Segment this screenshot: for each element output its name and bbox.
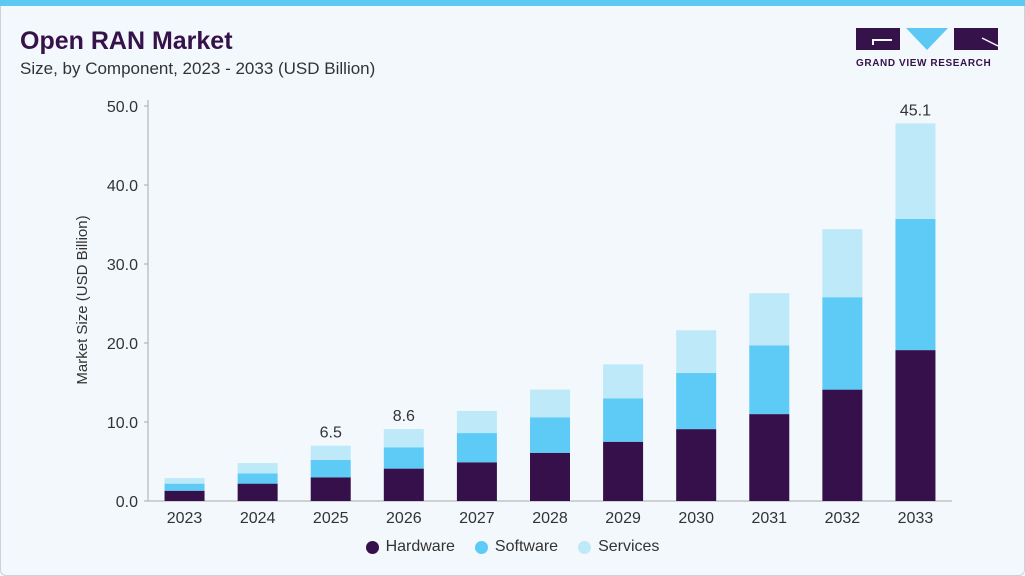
bar-services-2032 bbox=[822, 229, 863, 298]
bar-software-2029 bbox=[603, 398, 644, 442]
bar-services-2025 bbox=[310, 445, 351, 460]
y-tick-label: 30.0 bbox=[107, 257, 138, 274]
bar-hardware-2032 bbox=[822, 389, 863, 501]
bar-software-2031 bbox=[749, 345, 790, 415]
x-tick-label: 2033 bbox=[898, 510, 934, 527]
y-tick-label: 20.0 bbox=[107, 336, 138, 353]
bar-services-2029 bbox=[603, 364, 644, 399]
bar-services-2031 bbox=[749, 293, 790, 346]
bar-software-2026 bbox=[383, 447, 424, 469]
y-tick-label: 50.0 bbox=[107, 99, 138, 116]
bar-software-2027 bbox=[456, 433, 497, 463]
bar-services-2024 bbox=[237, 463, 278, 474]
bar-services-2027 bbox=[456, 410, 497, 434]
bar-hardware-2023 bbox=[164, 490, 205, 501]
bar-services-2023 bbox=[164, 478, 205, 484]
y-tick-label: 10.0 bbox=[107, 415, 138, 432]
bar-services-2026 bbox=[383, 429, 424, 448]
x-tick-label: 2031 bbox=[751, 510, 787, 527]
bar-hardware-2033 bbox=[895, 350, 936, 501]
legend-label: Services bbox=[598, 538, 660, 555]
x-tick-label: 2030 bbox=[678, 510, 714, 527]
data-label-2033: 45.1 bbox=[900, 102, 931, 119]
bar-hardware-2029 bbox=[603, 441, 644, 501]
bar-software-2033 bbox=[895, 218, 936, 351]
legend-swatch-software bbox=[474, 540, 488, 554]
bar-hardware-2024 bbox=[237, 483, 278, 501]
bar-software-2024 bbox=[237, 473, 278, 484]
legend-swatch-hardware bbox=[365, 540, 379, 554]
bar-hardware-2030 bbox=[676, 429, 717, 501]
bar-hardware-2031 bbox=[749, 414, 790, 501]
y-tick-label: 0.0 bbox=[116, 494, 138, 511]
x-tick-label: 2025 bbox=[313, 510, 349, 527]
legend-item-software: Software bbox=[474, 538, 559, 556]
y-axis-label: Market Size (USD Billion) bbox=[74, 215, 91, 384]
bar-software-2023 bbox=[164, 483, 205, 491]
bar-hardware-2027 bbox=[456, 462, 497, 501]
bar-software-2028 bbox=[530, 417, 570, 453]
x-tick-label: 2032 bbox=[825, 510, 861, 527]
bar-hardware-2028 bbox=[530, 452, 570, 501]
bar-software-2025 bbox=[310, 459, 351, 478]
accent-bar bbox=[0, 0, 1025, 6]
bar-hardware-2026 bbox=[383, 468, 424, 501]
grand-view-research-logo bbox=[856, 28, 998, 50]
y-tick-label: 40.0 bbox=[107, 178, 138, 195]
x-tick-label: 2029 bbox=[605, 510, 641, 527]
bar-services-2033 bbox=[895, 123, 936, 219]
bar-software-2030 bbox=[676, 373, 717, 430]
data-label-2026: 8.6 bbox=[393, 408, 415, 425]
legend-item-services: Services bbox=[578, 538, 659, 556]
chart-subtitle: Size, by Component, 2023 - 2033 (USD Bil… bbox=[20, 59, 376, 78]
chart-title: Open RAN Market bbox=[20, 27, 233, 55]
x-tick-label: 2023 bbox=[167, 510, 203, 527]
legend-label: Software bbox=[494, 538, 559, 555]
logo-text: GRAND VIEW RESEARCH bbox=[856, 58, 992, 69]
legend-swatch-services bbox=[578, 540, 592, 554]
x-tick-label: 2027 bbox=[459, 510, 495, 527]
bar-services-2030 bbox=[676, 330, 717, 374]
x-tick-label: 2024 bbox=[240, 510, 276, 527]
legend: Hardware Software Services bbox=[0, 538, 1025, 556]
bar-software-2032 bbox=[822, 297, 863, 390]
x-tick-label: 2028 bbox=[532, 510, 568, 527]
legend-label: Hardware bbox=[385, 538, 455, 555]
legend-item-hardware: Hardware bbox=[365, 538, 455, 556]
x-tick-label: 2026 bbox=[386, 510, 422, 527]
bar-hardware-2025 bbox=[310, 477, 351, 501]
bar-services-2028 bbox=[530, 389, 570, 418]
data-label-2025: 6.5 bbox=[320, 425, 342, 442]
